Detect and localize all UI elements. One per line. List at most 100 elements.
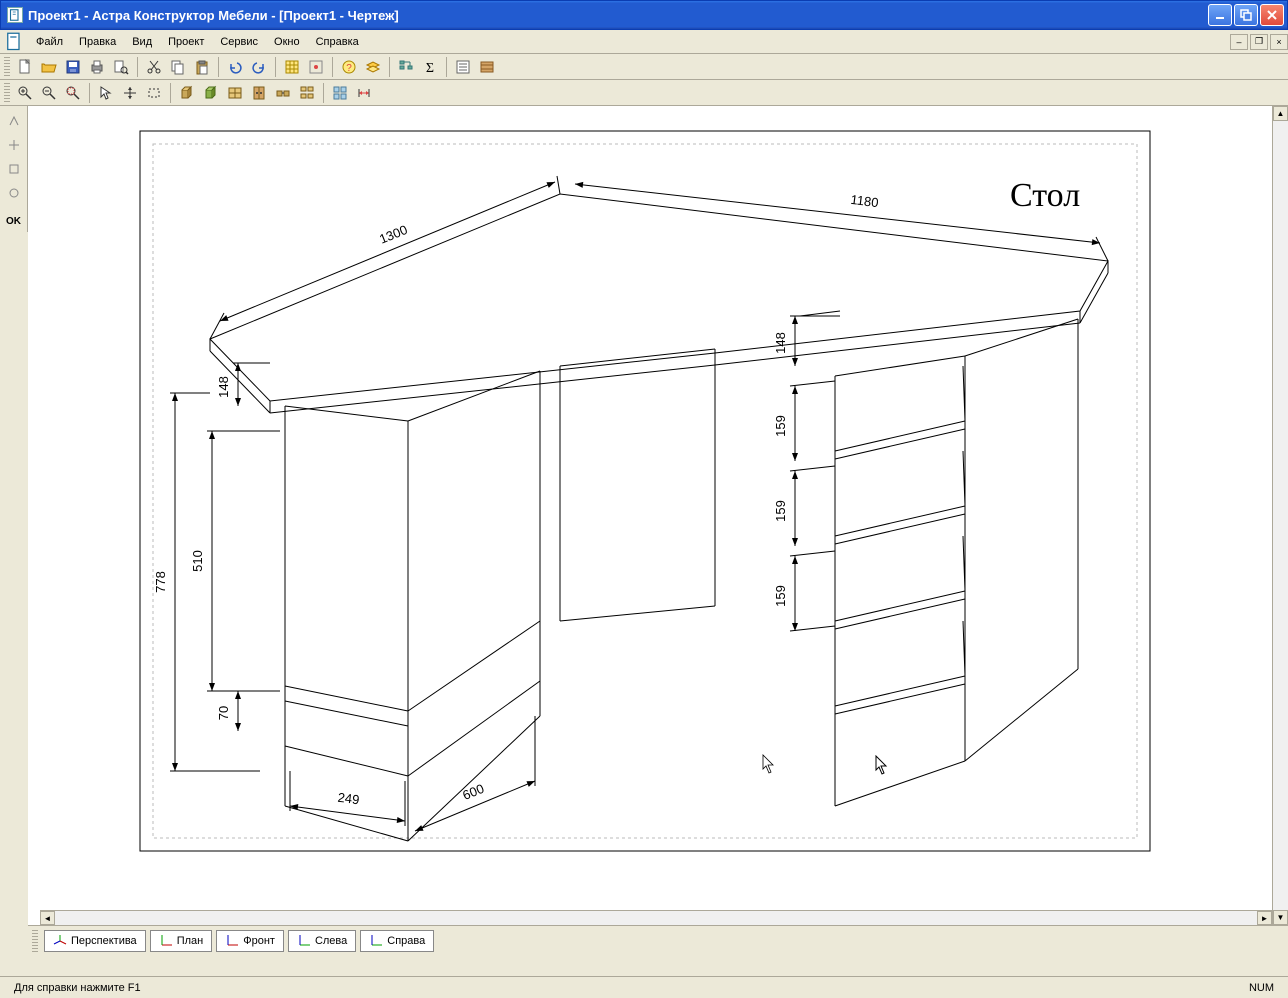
menu-window[interactable]: Окно bbox=[266, 33, 308, 51]
left-tool-2[interactable] bbox=[3, 134, 25, 156]
toolbar-separator bbox=[389, 57, 390, 77]
mdi-close-button[interactable]: × bbox=[1270, 34, 1288, 50]
viewtab-label: Фронт bbox=[243, 935, 275, 947]
svg-text:148: 148 bbox=[773, 332, 788, 354]
svg-text:510: 510 bbox=[190, 550, 205, 572]
svg-text:70: 70 bbox=[216, 706, 231, 720]
dims-button[interactable] bbox=[353, 82, 375, 104]
viewtab-2[interactable]: Фронт bbox=[216, 930, 284, 952]
materials-button[interactable] bbox=[476, 56, 498, 78]
left-toolbar: OK bbox=[0, 106, 28, 232]
info-button[interactable]: ? bbox=[338, 56, 360, 78]
scroll-down-button[interactable]: ▼ bbox=[1273, 910, 1288, 925]
toolbar-separator bbox=[170, 83, 171, 103]
undo-button[interactable] bbox=[224, 56, 246, 78]
svg-text:Стол: Стол bbox=[1010, 177, 1080, 214]
print-button[interactable] bbox=[86, 56, 108, 78]
canvas-viewport[interactable]: Стол130011807781485107024960014815915915… bbox=[28, 106, 1272, 925]
viewtab-0[interactable]: Перспектива bbox=[44, 930, 146, 952]
viewtabs-grip[interactable] bbox=[32, 930, 38, 952]
layers-button[interactable] bbox=[362, 56, 384, 78]
print-preview-button[interactable] bbox=[110, 56, 132, 78]
svg-text:249: 249 bbox=[337, 790, 360, 808]
svg-text:?: ? bbox=[346, 63, 352, 74]
snap-button[interactable] bbox=[305, 56, 327, 78]
menu-file[interactable]: Файл bbox=[28, 33, 71, 51]
maximize-button[interactable] bbox=[1234, 4, 1258, 26]
open-button[interactable] bbox=[38, 56, 60, 78]
viewtab-4[interactable]: Справа bbox=[360, 930, 434, 952]
scrollbar-horizontal[interactable]: ◄ ► bbox=[40, 910, 1272, 925]
zoom-out-button[interactable] bbox=[38, 82, 60, 104]
menu-project[interactable]: Проект bbox=[160, 33, 212, 51]
scroll-left-button[interactable]: ◄ bbox=[40, 911, 55, 925]
status-numlock: NUM bbox=[1243, 980, 1280, 996]
cabinet-button[interactable] bbox=[248, 82, 270, 104]
viewtab-1[interactable]: План bbox=[150, 930, 213, 952]
scroll-right-button[interactable]: ► bbox=[1257, 911, 1272, 925]
toolbar-grip[interactable] bbox=[4, 83, 10, 103]
toolbar-separator bbox=[218, 57, 219, 77]
views-button[interactable] bbox=[329, 82, 351, 104]
left-tool-1[interactable] bbox=[3, 110, 25, 132]
mdi-restore-button[interactable]: ❐ bbox=[1250, 34, 1268, 50]
menu-view[interactable]: Вид bbox=[124, 33, 160, 51]
minimize-button[interactable] bbox=[1208, 4, 1232, 26]
config-button[interactable] bbox=[452, 56, 474, 78]
paste-button[interactable] bbox=[191, 56, 213, 78]
viewtab-3[interactable]: Слева bbox=[288, 930, 356, 952]
select-button[interactable] bbox=[95, 82, 117, 104]
window-title: Проект1 - Астра Конструктор Мебели - [Пр… bbox=[28, 8, 1208, 23]
toolbar-standard: ?Σ bbox=[0, 54, 1288, 80]
close-button[interactable] bbox=[1260, 4, 1284, 26]
statusbar: Для справки нажмите F1 NUM bbox=[0, 955, 1288, 998]
toolbar-separator bbox=[137, 57, 138, 77]
pan-button[interactable] bbox=[119, 82, 141, 104]
toolbar-separator bbox=[446, 57, 447, 77]
copy-button[interactable] bbox=[167, 56, 189, 78]
menubar: Файл Правка Вид Проект Сервис Окно Справ… bbox=[0, 30, 1288, 54]
toolbar-separator bbox=[332, 57, 333, 77]
svg-text:159: 159 bbox=[773, 415, 788, 437]
grid-button[interactable] bbox=[281, 56, 303, 78]
shelf-button[interactable] bbox=[224, 82, 246, 104]
status-help-text: Для справки нажмите F1 bbox=[8, 980, 147, 996]
mdi-minimize-button[interactable]: – bbox=[1230, 34, 1248, 50]
viewtab-label: Слева bbox=[315, 935, 347, 947]
toolbar-grip[interactable] bbox=[4, 57, 10, 77]
tree-button[interactable] bbox=[395, 56, 417, 78]
assembly-button[interactable] bbox=[272, 82, 294, 104]
app-icon bbox=[7, 7, 23, 23]
sigma-button[interactable]: Σ bbox=[419, 56, 441, 78]
toolbar-separator bbox=[323, 83, 324, 103]
menu-help[interactable]: Справка bbox=[308, 33, 367, 51]
zoom-in-button[interactable] bbox=[14, 82, 36, 104]
menu-service[interactable]: Сервис bbox=[212, 33, 266, 51]
cut-button[interactable] bbox=[143, 56, 165, 78]
scrollbar-vertical[interactable]: ▲ ▼ bbox=[1272, 106, 1288, 925]
redo-button[interactable] bbox=[248, 56, 270, 78]
svg-text:778: 778 bbox=[153, 571, 168, 593]
box-button[interactable] bbox=[176, 82, 198, 104]
scroll-up-button[interactable]: ▲ bbox=[1273, 106, 1288, 121]
new-button[interactable] bbox=[14, 56, 36, 78]
viewtab-label: Справа bbox=[387, 935, 425, 947]
drawing-canvas[interactable]: Стол130011807781485107024960014815915915… bbox=[28, 106, 1272, 910]
titlebar: Проект1 - Астра Конструктор Мебели - [Пр… bbox=[0, 0, 1288, 30]
zoom-fit-button[interactable] bbox=[62, 82, 84, 104]
svg-text:148: 148 bbox=[216, 376, 231, 398]
menu-edit[interactable]: Правка bbox=[71, 33, 124, 51]
toolbar-separator bbox=[275, 57, 276, 77]
svg-text:Σ: Σ bbox=[426, 61, 434, 75]
save-button[interactable] bbox=[62, 56, 84, 78]
toolbar-separator bbox=[89, 83, 90, 103]
left-tool-4[interactable] bbox=[3, 182, 25, 204]
svg-text:159: 159 bbox=[773, 500, 788, 522]
rect-button[interactable] bbox=[143, 82, 165, 104]
box-3d-button[interactable] bbox=[200, 82, 222, 104]
parts-button[interactable] bbox=[296, 82, 318, 104]
view-tabs: Перспектива План Фронт Слева Справа bbox=[28, 925, 1288, 955]
left-tool-3[interactable] bbox=[3, 158, 25, 180]
ok-button[interactable]: OK bbox=[3, 210, 25, 232]
viewtab-label: Перспектива bbox=[71, 935, 137, 947]
